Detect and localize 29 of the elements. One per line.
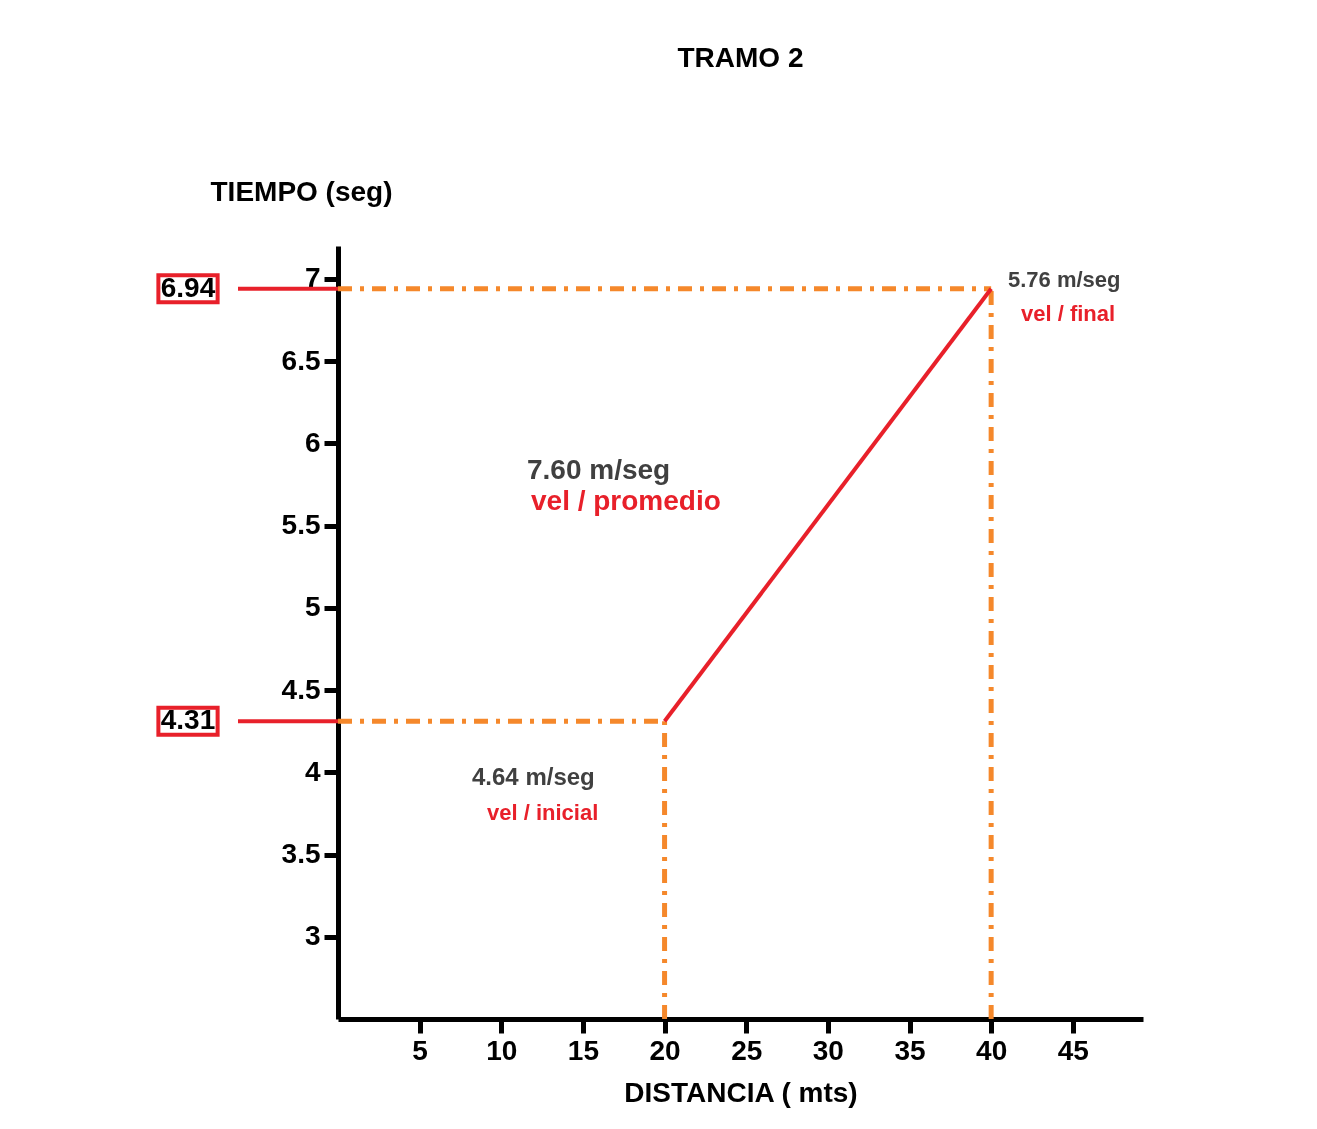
y-tick-label: 6.5 <box>281 344 321 376</box>
y-tick-label: 3.5 <box>281 838 321 870</box>
annotation: vel / promedio <box>531 485 721 516</box>
x-tick-label: 20 <box>649 1034 681 1066</box>
x-tick-label: 15 <box>567 1034 600 1066</box>
x-tick-label: 30 <box>812 1034 844 1066</box>
y-tick-label: 4 <box>304 755 321 787</box>
chart-title: TRAMO 2 <box>677 42 804 73</box>
y-tick-label: 5 <box>304 591 321 623</box>
annotation: vel / inicial <box>487 800 599 825</box>
x-tick-label: 5 <box>412 1034 428 1066</box>
y-tick-label: 7 <box>304 262 321 294</box>
ref-line-label: 6.94 <box>160 271 216 303</box>
y-axis-title: TIEMPO (seg) <box>210 175 393 207</box>
y-tick-label: 6 <box>304 426 321 458</box>
annotation: vel / final <box>1021 301 1116 326</box>
x-tick-label: 45 <box>1057 1034 1089 1066</box>
x-tick-label: 10 <box>486 1034 518 1066</box>
y-tick-label: 4.5 <box>281 673 321 705</box>
x-tick-label: 25 <box>731 1034 763 1066</box>
y-tick-label: 3 <box>304 920 321 952</box>
x-tick-label: 35 <box>894 1034 926 1066</box>
x-tick-label: 40 <box>976 1034 1008 1066</box>
x-axis-title: DISTANCIA ( mts) <box>624 1076 858 1108</box>
y-tick-label: 5.5 <box>281 509 321 541</box>
annotation: 5.76 m/seg <box>1008 267 1121 292</box>
annotation: 4.64 m/seg <box>472 763 595 790</box>
ref-line-label: 4.31 <box>160 704 216 736</box>
annotation: 7.60 m/seg <box>527 454 671 485</box>
